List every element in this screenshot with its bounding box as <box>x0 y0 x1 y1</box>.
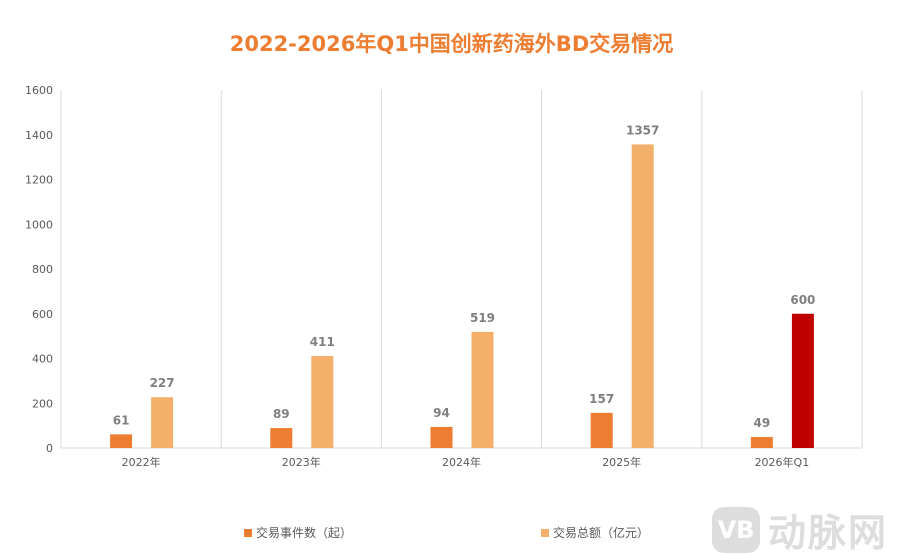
data-label: 94 <box>433 406 450 420</box>
watermark: VB 动脉网 <box>712 502 888 555</box>
x-tick-label: 2024年 <box>442 455 481 469</box>
legend-label: 交易总额（亿元） <box>553 526 650 540</box>
bar <box>471 331 494 448</box>
data-label: 600 <box>790 293 815 307</box>
data-label: 227 <box>150 376 175 390</box>
watermark-logo: VB <box>712 506 760 553</box>
y-tick-label: 1400 <box>25 129 53 142</box>
bar <box>311 356 334 448</box>
data-label: 49 <box>754 416 771 430</box>
bar <box>430 426 453 448</box>
y-tick-label: 1000 <box>25 218 53 231</box>
y-tick-label: 0 <box>46 442 53 455</box>
x-tick-label: 2022年 <box>122 455 161 469</box>
bar <box>270 428 293 448</box>
y-tick-label: 1200 <box>25 174 53 187</box>
legend-label: 交易事件数（起） <box>256 526 353 540</box>
x-tick-label: 2023年 <box>282 455 321 469</box>
chart-title: 2022-2026年Q1中国创新药海外BD交易情况 <box>229 32 674 56</box>
legend-swatch <box>244 528 252 537</box>
bar <box>750 437 773 448</box>
y-tick-label: 200 <box>32 397 53 410</box>
legend-item-amount: 交易总额（亿元） <box>541 524 649 541</box>
bar <box>590 412 613 448</box>
data-label: 519 <box>470 311 495 325</box>
bar <box>631 144 654 448</box>
legend-item-events: 交易事件数（起） <box>244 524 352 541</box>
bar <box>791 313 814 448</box>
y-tick-label: 400 <box>32 353 53 366</box>
bar <box>110 434 133 448</box>
watermark-text: 动脉网 <box>768 511 889 555</box>
bar <box>151 397 174 448</box>
data-label: 89 <box>273 407 290 421</box>
data-label: 411 <box>310 335 335 349</box>
data-label: 61 <box>113 413 130 427</box>
y-tick-label: 1600 <box>25 84 53 97</box>
y-tick-label: 600 <box>32 308 53 321</box>
x-tick-label: 2025年 <box>602 455 641 469</box>
data-label: 1357 <box>626 123 659 137</box>
x-tick-label: 2026年Q1 <box>755 455 810 469</box>
y-tick-label: 800 <box>32 263 53 276</box>
legend-swatch <box>541 528 549 537</box>
data-label: 157 <box>589 392 614 406</box>
